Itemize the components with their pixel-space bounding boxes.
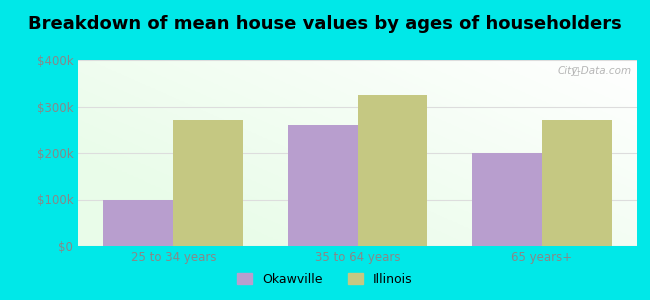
Text: City-Data.com: City-Data.com (557, 66, 631, 76)
Bar (287, 125, 358, 246)
Bar (358, 95, 428, 246)
Bar (472, 153, 541, 246)
Bar (541, 120, 612, 246)
Text: Breakdown of mean house values by ages of householders: Breakdown of mean house values by ages o… (28, 15, 622, 33)
Text: Ⓢ: Ⓢ (572, 66, 578, 76)
Bar (174, 120, 243, 246)
Legend: Okawville, Illinois: Okawville, Illinois (233, 268, 417, 291)
Bar (103, 200, 174, 246)
